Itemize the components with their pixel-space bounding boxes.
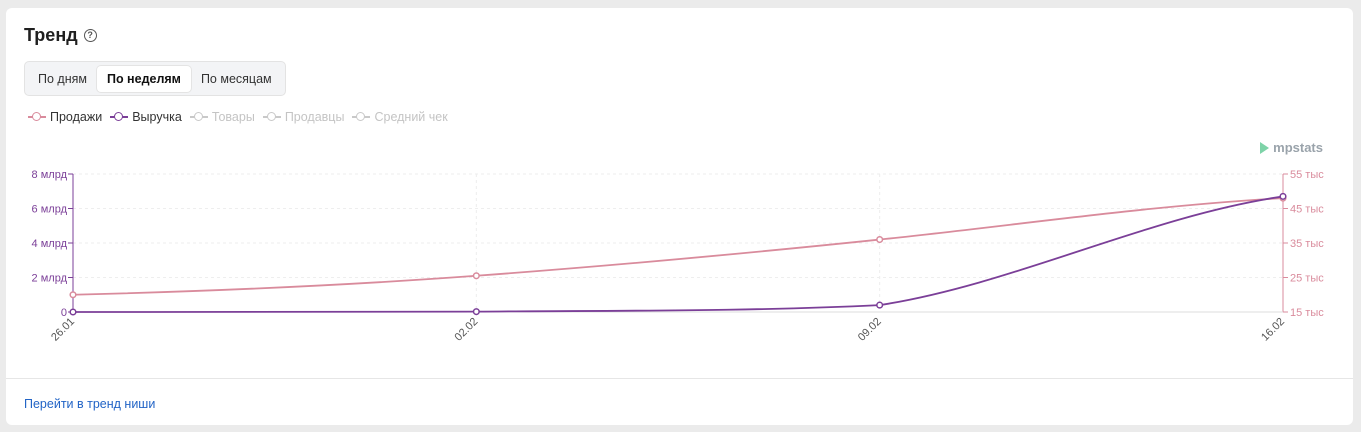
- y-right-tick-label: 45 тыс: [1290, 204, 1324, 216]
- data-point: [472, 272, 480, 280]
- legend-item-products[interactable]: Товары: [189, 110, 255, 124]
- data-point: [876, 236, 884, 244]
- tab-weeks[interactable]: По неделям: [96, 65, 191, 92]
- x-tick-label: 16.02: [1259, 316, 1287, 344]
- series-line: [72, 197, 1284, 296]
- series-line: [72, 195, 1284, 313]
- legend-marker-icon: [262, 112, 281, 122]
- mpstats-logo: mpstats: [1260, 140, 1323, 155]
- legend-marker-icon: [110, 112, 129, 122]
- legend-item-avg-check[interactable]: Средний чек: [352, 110, 448, 124]
- niche-trend-link[interactable]: Перейти в тренд ниши: [24, 397, 156, 411]
- y-right-tick-label: 55 тыс: [1290, 169, 1324, 181]
- mpstats-logo-icon: [1260, 141, 1270, 154]
- x-tick-label: 09.02: [856, 316, 884, 344]
- y-left-tick-label: 2 млрд: [32, 273, 68, 285]
- y-left-tick-label: 0: [61, 307, 67, 319]
- legend-item-revenue[interactable]: Выручка: [110, 110, 182, 124]
- card-title: Тренд ?: [24, 25, 97, 46]
- title-text: Тренд: [24, 25, 78, 45]
- legend-label: Средний чек: [374, 110, 448, 124]
- y-left-tick-label: 6 млрд: [32, 204, 68, 216]
- question-circle-icon[interactable]: ?: [83, 29, 97, 42]
- tab-months[interactable]: По месяцам: [200, 71, 272, 86]
- legend-marker-icon: [352, 112, 371, 122]
- period-tabs: По дням По неделям По месяцам: [24, 61, 286, 96]
- trend-card: Тренд ? По дням По неделям По месяцам Пр…: [6, 8, 1353, 425]
- legend-label: Товары: [211, 110, 255, 124]
- tab-days[interactable]: По дням: [38, 71, 87, 86]
- data-point: [1279, 192, 1287, 200]
- y-right-tick-label: 15 тыс: [1290, 307, 1324, 319]
- data-point: [472, 308, 480, 316]
- trend-chart: 0 2 млрд 4 млрд 6 млрд 8 млрд 15 тыс 25 тыс 35 …: [32, 169, 1325, 344]
- chart-legend: Продажи Выручка Товары Продавцы Средний …: [28, 110, 448, 124]
- legend-marker-icon: [189, 112, 208, 122]
- legend-marker-icon: [28, 112, 46, 122]
- x-tick-label: 02.02: [453, 316, 481, 344]
- data-point: [876, 301, 884, 309]
- y-left-tick-label: 8 млрд: [32, 169, 68, 181]
- y-right-tick-label: 35 тыс: [1290, 238, 1324, 250]
- legend-item-sales[interactable]: Продажи: [28, 110, 102, 124]
- legend-label: Продавцы: [284, 110, 345, 124]
- data-point: [69, 308, 77, 316]
- y-right-tick-label: 25 тыс: [1290, 273, 1324, 285]
- logo-text: mpstats: [1273, 140, 1323, 155]
- data-point: [69, 291, 77, 299]
- divider: [6, 378, 1353, 379]
- y-left-tick-label: 4 млрд: [32, 238, 68, 250]
- legend-label: Выручка: [132, 110, 182, 124]
- x-tick-label: 26.01: [49, 316, 77, 344]
- legend-label: Продажи: [50, 110, 103, 124]
- legend-item-sellers[interactable]: Продавцы: [262, 110, 345, 124]
